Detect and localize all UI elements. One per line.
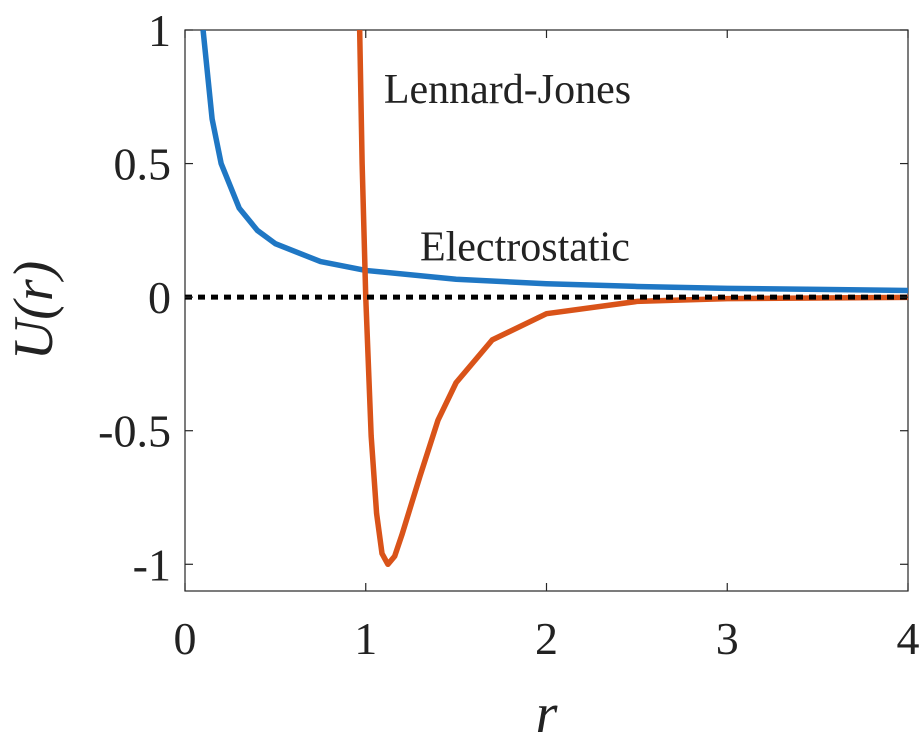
annotation-electrostatic: Electrostatic <box>420 224 630 270</box>
y-tick-label: 0.5 <box>114 139 172 190</box>
plot-area <box>184 29 909 592</box>
y-tick-label: 0 <box>148 272 171 323</box>
y-tick-label: 1 <box>148 5 171 56</box>
series-line-lennard-jones <box>356 30 908 568</box>
axes-box <box>184 29 909 592</box>
x-axis-label: r <box>536 683 558 733</box>
series-layer <box>185 30 908 568</box>
annotation-lennard-jones: Lennard-Jones <box>384 67 631 113</box>
x-tick-label: 4 <box>897 613 920 664</box>
ticks-layer: 0 1 2 3 4 -1 -0.5 0 0.5 1 <box>98 5 919 664</box>
y-tick-label: -1 <box>133 539 171 590</box>
y-tick-label: -0.5 <box>98 406 171 457</box>
y-axis-label: U(r) <box>3 261 65 361</box>
labels-layer: r U(r) Lennard-Jones Electrostatic <box>3 67 631 733</box>
x-tick-label: 1 <box>354 613 377 664</box>
x-tick-label: 2 <box>535 613 558 664</box>
series-line-electrostatic <box>200 30 908 294</box>
x-tick-label: 0 <box>174 613 197 664</box>
x-tick-label: 3 <box>716 613 739 664</box>
